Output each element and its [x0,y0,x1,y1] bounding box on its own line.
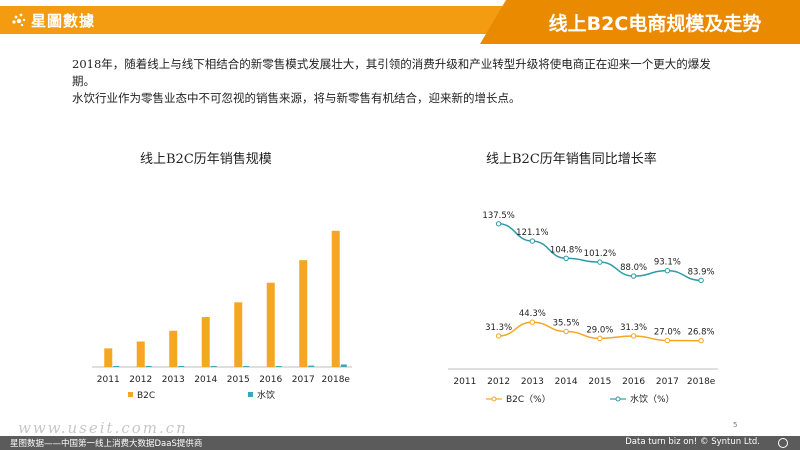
footer-left-text: 星图数据——中国第一线上消费大数据DaaS提供商 [10,439,203,449]
line-x-tick-2017: 2017 [656,377,679,387]
line-label-1-2013: 121.1% [516,228,548,238]
line-label-0-2018e: 26.8% [688,328,715,338]
title-box: 线上B2C电商规模及走势 [480,0,800,44]
intro-line-2: 水饮行业作为零售业态中不可忽视的销售来源，将与新零售有机结合，迎来新的增长点。 [72,91,521,105]
line-label-0-2013: 44.3% [519,309,546,319]
bar-x-tick-2013: 2013 [162,375,185,385]
intro-text: 2018年，随着线上与线下相结合的新零售模式发展壮大，其引领的消费升级和产业转型… [72,56,732,107]
bar-shuiyin-2013 [178,366,185,367]
line-label-1-2012: 137.5% [482,211,514,221]
bar-x-tick-2014: 2014 [194,375,217,385]
line-x-tick-2015: 2015 [588,377,611,387]
bar-b2c-2012 [136,341,145,367]
line-chart: 2011 2012 2013 2014 2015 2016 2017 2018e 31.3% 44… [448,211,718,405]
line-point-1-2012 [495,221,502,227]
line-label-1-2014: 104.8% [550,245,582,255]
line-label-1-2016: 88.0% [620,263,647,273]
bar-x-tick-2016: 2016 [259,375,282,385]
bar-legend-swatch-0 [128,392,133,397]
bar-shuiyin-2012 [145,366,152,367]
bar-x-tick-2018e: 2018e [322,375,351,385]
bar-x-tick-2011: 2011 [97,375,120,385]
page-title: 线上B2C电商规模及走势 [548,12,762,35]
line-chart-title: 线上B2C历年销售同比增长率 [486,152,657,167]
line-label-1-2018e: 83.9% [688,267,715,277]
bar-b2c-2014 [201,317,210,367]
header: 星圖數據 线上B2C电商规模及走势 [0,0,800,44]
line-point-1-2018e [698,277,704,284]
bar-shuiyin-2014 [210,366,217,367]
bar-shuiyin-2011 [113,366,120,367]
line-x-tick-2013: 2013 [521,377,544,387]
bar-legend-swatch-1 [248,392,253,397]
line-point-0-2015 [597,335,603,342]
bar-legend-label-1: 水饮 [257,389,275,401]
line-x-tick-2012: 2012 [487,377,510,387]
bar-shuiyin-2018e [340,364,347,367]
bar-chart: 2011 2012 2013 2014 2015 2016 2017 2018e B2C 水饮 [92,230,352,401]
line-point-0-2018e [698,337,704,344]
bar-legend-label-0: B2C [137,391,155,401]
line-legend-marker-0 [491,396,497,402]
page-number: 5 [733,421,738,429]
line-point-1-2017 [664,267,671,274]
bar-x-tick-2015: 2015 [227,375,250,385]
line-point-1-2015 [597,259,603,265]
bar-chart-title: 线上B2C历年销售规模 [140,152,272,167]
line-label-1-2017: 93.1% [654,258,681,268]
bar-b2c-2017 [299,260,308,367]
line-label-0-2016: 31.3% [620,323,647,333]
line-label-0-2014: 35.5% [553,319,580,329]
line-point-0-2017 [664,337,671,344]
bar-b2c-2011 [104,348,113,367]
bar-b2c-2013 [169,330,178,367]
line-x-tick-2014: 2014 [555,377,578,387]
bar-shuiyin-2015 [243,366,250,367]
bar-shuiyin-2017 [308,365,315,367]
line-legend-marker-1 [615,396,621,402]
line-point-1-2014 [563,255,569,262]
line-point-0-2013 [529,319,536,325]
line-point-0-2012 [495,333,502,339]
logo-text: 星圖數據 [31,11,96,30]
line-legend-label-1: 水饮（%） [630,393,675,405]
bar-b2c-2016 [266,282,275,367]
line-label-0-2012: 31.3% [485,323,512,333]
line-label-0-2015: 29.0% [586,325,613,335]
watermark: www.useit.com.cn [18,419,188,437]
intro-line-1: 2018年，随着线上与线下相结合的新零售模式发展壮大，其引领的消费升级和产业转型… [72,57,711,88]
bar-x-tick-2012: 2012 [129,375,152,385]
line-label-0-2017: 27.0% [654,327,681,337]
footer-right-text: Data turn biz on! © Syntun Ltd. [625,437,760,447]
logo: 星圖數據 [10,6,95,34]
bar-b2c-2018e [331,230,340,367]
line-point-1-2013 [529,238,536,244]
bar-x-tick-2017: 2017 [292,375,315,385]
line-point-0-2014 [563,328,569,335]
line-x-tick-2011: 2011 [453,377,476,387]
footer-circle-icon [778,438,788,448]
line-x-tick-2016: 2016 [622,377,645,387]
bar-b2c-2015 [234,302,243,367]
bar-shuiyin-2016 [275,366,282,367]
line-point-0-2016 [630,333,637,339]
star-logo-icon [12,13,26,27]
line-point-1-2016 [630,273,637,279]
footer: 星图数据——中国第一线上消费大数据DaaS提供商 Data turn biz o… [0,436,800,450]
line-x-tick-2018e: 2018e [687,377,716,387]
line-label-1-2015: 101.2% [584,249,616,259]
line-legend-label-0: B2C（%） [506,394,551,405]
